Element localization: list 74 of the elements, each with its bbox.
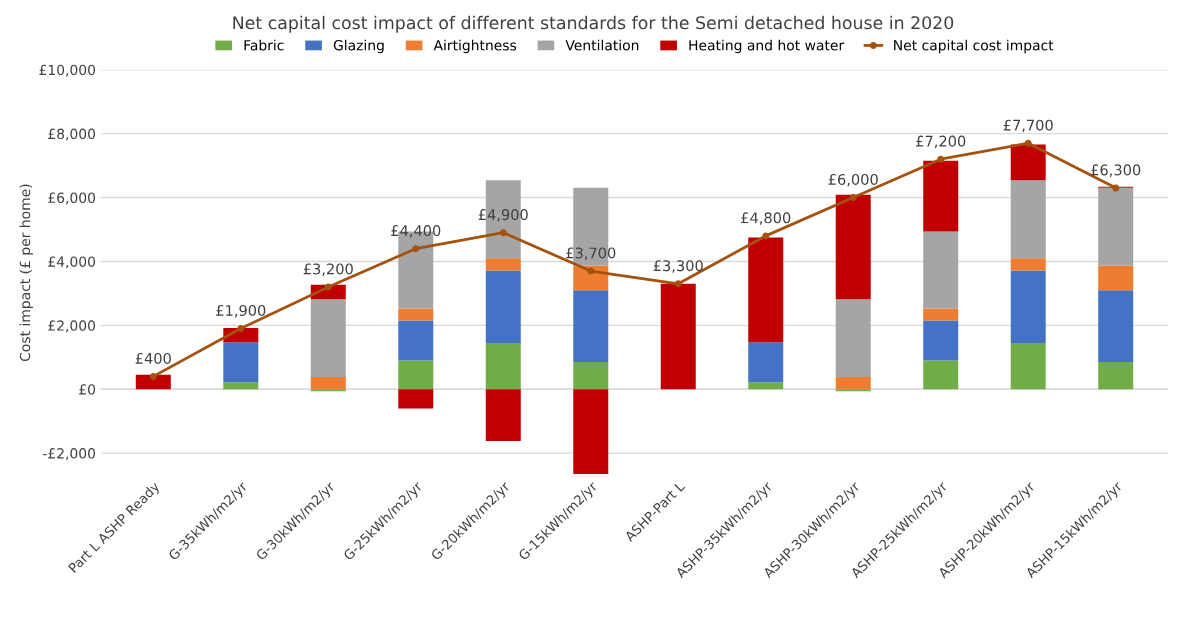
bar (1098, 265, 1134, 291)
bar (398, 308, 434, 321)
bar (923, 308, 959, 321)
y-tick-label: £0 (79, 384, 96, 395)
y-tick-label: £4,000 (48, 256, 96, 269)
legend-label: Heating and hot water (689, 39, 845, 54)
point (149, 372, 157, 380)
y-tick-label: £8,000 (48, 128, 96, 141)
bar (748, 342, 784, 383)
data-label: £4,400 (391, 225, 441, 238)
data-label: £3,200 (303, 263, 353, 276)
data-label: £3,300 (653, 260, 703, 273)
bar (1010, 258, 1046, 271)
legend-label: Ventilation (565, 39, 639, 51)
bar (1010, 270, 1046, 343)
y-axis-title: Cost impact (£ per home) (19, 184, 33, 362)
bar (923, 231, 959, 309)
bar (485, 389, 521, 441)
bar (573, 362, 609, 390)
point (849, 194, 857, 202)
point (1024, 139, 1032, 147)
point (324, 283, 332, 291)
bar (835, 194, 871, 300)
bar (923, 320, 959, 361)
bar (398, 360, 434, 390)
bar (223, 382, 259, 390)
point (412, 245, 420, 253)
bar (660, 283, 696, 390)
y-tick-label: £10,000 (39, 64, 96, 77)
bar (485, 258, 521, 271)
point (937, 155, 945, 163)
data-label: £7,200 (916, 135, 966, 149)
bar (923, 360, 959, 390)
data-label: £4,800 (741, 212, 791, 225)
bar (1010, 342, 1046, 390)
bar (748, 237, 784, 343)
bar (310, 299, 346, 378)
point (762, 232, 770, 240)
y-tick-label: £2,000 (48, 320, 96, 333)
bar (398, 389, 434, 409)
legend-label: Glazing (333, 39, 384, 54)
legend-label: Fabric (244, 39, 284, 51)
bar (1098, 362, 1134, 390)
bar (1010, 180, 1046, 259)
data-label: £6,000 (828, 173, 878, 187)
data-label: £7,700 (1003, 119, 1053, 133)
bar (923, 160, 959, 232)
data-label: £1,900 (216, 304, 266, 318)
bar (835, 299, 871, 378)
legend-label: Net capital cost impact (894, 39, 1054, 54)
bar (310, 377, 346, 390)
legend-label: Airtightness (433, 39, 517, 54)
y-tick-label: -£2,000 (43, 448, 96, 461)
data-label: £6,300 (1091, 164, 1141, 177)
bar (1098, 290, 1134, 363)
bar (223, 342, 259, 383)
bar (135, 374, 171, 390)
bar (1010, 144, 1046, 181)
y-tick-label: £6,000 (48, 192, 96, 205)
bar (573, 290, 609, 363)
point (237, 325, 245, 333)
bar (485, 270, 521, 343)
bar (1098, 187, 1134, 266)
point (587, 267, 595, 275)
chart-title: Net capital cost impact of different standards for the Semi detached house in 2020 (233, 15, 954, 33)
point (674, 280, 682, 288)
point (499, 229, 507, 237)
point (1112, 184, 1120, 192)
data-label: £400 (135, 352, 171, 364)
bar (398, 320, 434, 361)
bar (835, 377, 871, 390)
bar (485, 342, 521, 390)
bar (573, 389, 609, 474)
bar (748, 382, 784, 390)
